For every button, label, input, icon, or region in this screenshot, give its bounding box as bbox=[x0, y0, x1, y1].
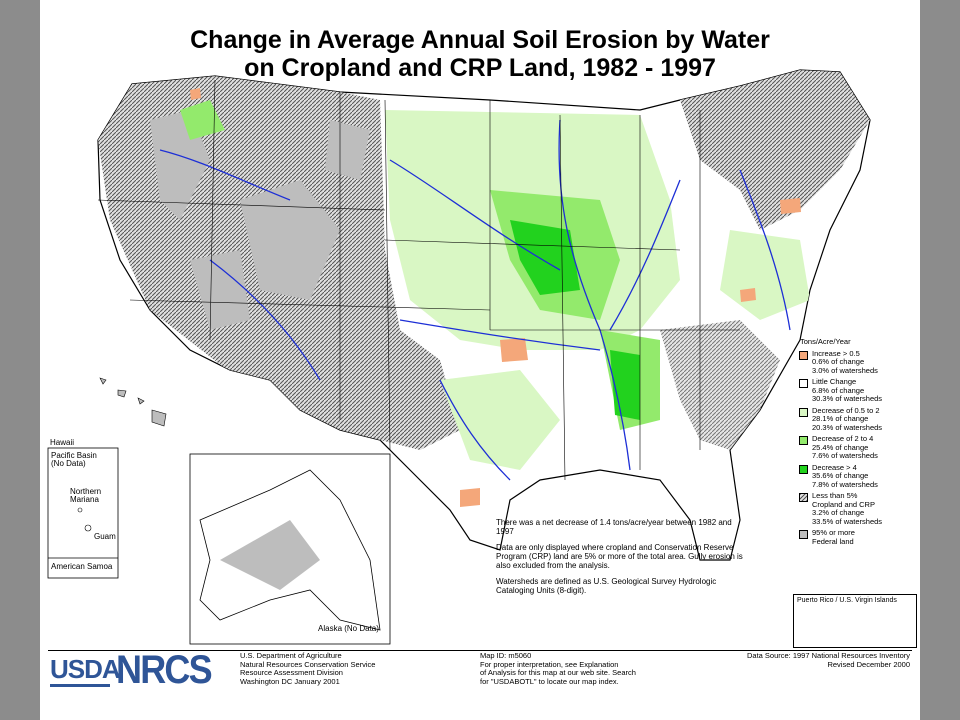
legend-item-decrease-2-to-4: Decrease of 2 to 4 25.4% of change 7.6% of… bbox=[797, 434, 917, 461]
puerto-rico-inset: Puerto Rico / U.S. Virgin Islands bbox=[793, 594, 917, 648]
explanatory-note: There was a net decrease of 1.4 tons/acr… bbox=[496, 518, 746, 602]
legend-item-increase: Increase > 0.5 0.6% of change 3.0% of wate… bbox=[797, 349, 917, 376]
footer-data-source: Data Source: 1997 National Resources Inv… bbox=[746, 651, 910, 669]
footer-divider bbox=[48, 650, 912, 651]
legend-swatch-little-change bbox=[799, 379, 808, 388]
footer-map-info: Map ID: m5060 For proper interpretation, … bbox=[480, 651, 636, 686]
pacific-inset bbox=[47, 447, 119, 579]
state-boundaries bbox=[97, 79, 740, 481]
legend-swatch-decrease-over-4 bbox=[799, 464, 808, 474]
footer-agency-info: U.S. Department of Agriculture Natural Re… bbox=[240, 651, 376, 686]
legend-swatch-federal-land bbox=[799, 530, 808, 539]
legend-swatch-decrease-2-to-4 bbox=[799, 436, 808, 445]
southeast-low-cropland-area bbox=[660, 320, 780, 450]
map-title-line1: Change in Average Annual Soil Erosion by… bbox=[190, 26, 770, 54]
alaska-label: Alaska (No Data) bbox=[318, 624, 379, 633]
puerto-rico-label: Puerto Rico / U.S. Virgin Islands bbox=[797, 597, 897, 604]
legend-item-less-than-5-percent: Less than 5% Cropland and CRP 3.2% of chan… bbox=[797, 491, 917, 526]
pacific-basin-label: Pacific Basin (No Data) bbox=[51, 451, 97, 468]
nrcs-logo: NRCS bbox=[116, 648, 213, 692]
legend-swatch-decrease-0-5-to-2 bbox=[799, 407, 808, 417]
northern-mariana-label: Northern Mariana bbox=[70, 487, 102, 504]
map-sheet: Change in Average Annual Soil Erosion by… bbox=[40, 0, 920, 720]
map-title-line2: on Cropland and CRP Land, 1982 - 1997 bbox=[244, 54, 716, 82]
legend-heading: Tons/Acre/Year bbox=[800, 337, 851, 346]
note-data-display: Data are only displayed where cropland a… bbox=[496, 543, 743, 570]
hawaii-inset bbox=[99, 377, 167, 427]
conterminous-us bbox=[97, 69, 871, 561]
northeast-low-cropland-area bbox=[680, 70, 870, 230]
rivers bbox=[159, 119, 791, 481]
legend-item-decrease-0-5-to-2: Decrease of 0.5 to 2 28.1% of change 20.3%… bbox=[797, 406, 917, 433]
usda-logo: USDA bbox=[50, 654, 121, 687]
legend-item-decrease-over-4: Decrease > 4 35.6% of change 7.8% of water… bbox=[797, 463, 917, 490]
note-net-decrease: There was a net decrease of 1.4 tons/acr… bbox=[496, 518, 732, 536]
legend-swatch-increase bbox=[799, 350, 808, 360]
erosion-map bbox=[47, 69, 903, 645]
guam-label: Guam bbox=[94, 532, 116, 541]
corn-belt-decrease-over-4 bbox=[510, 220, 640, 420]
hawaii-label: Hawaii bbox=[50, 438, 75, 447]
legend-item-little-change: Little Change 6.8% of change 30.3% of wate… bbox=[797, 377, 917, 404]
american-samoa-label: American Samoa bbox=[51, 562, 113, 571]
legend-item-federal-land: 95% or more Federal land bbox=[797, 528, 917, 546]
legend: Tons/Acre/Year Increase > 0.5 0.6% of cha… bbox=[797, 337, 917, 549]
note-watersheds: Watersheds are defined as U.S. Geologica… bbox=[496, 577, 717, 595]
alaska-inset bbox=[189, 453, 391, 645]
legend-swatch-less-than-5-percent bbox=[799, 493, 808, 502]
